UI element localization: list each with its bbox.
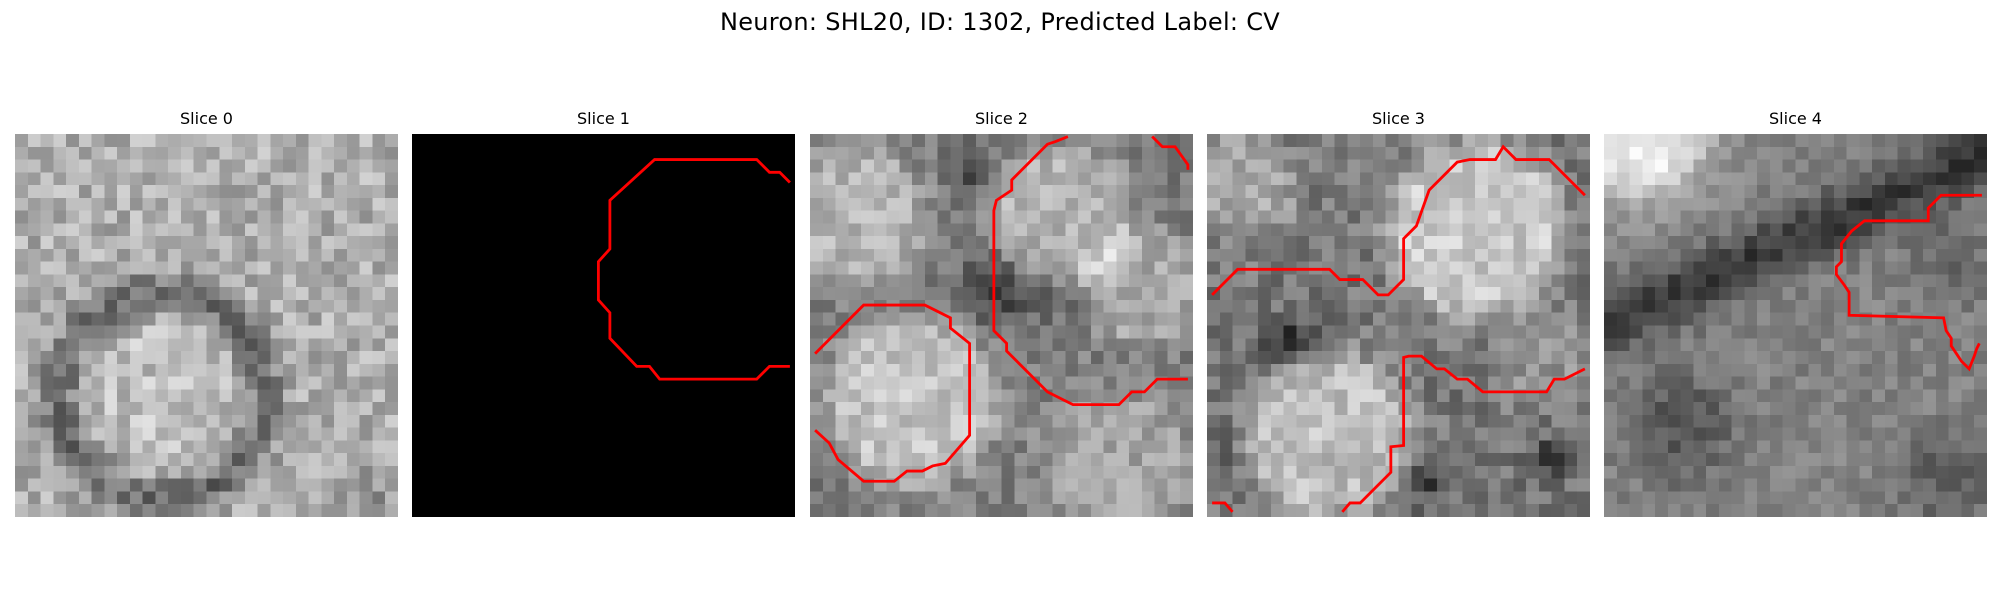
contour-line [992,135,1188,407]
contour-line [1151,135,1190,170]
slice-image-4 [1604,134,1987,517]
slice-title-1: Slice 1 [577,109,630,128]
slice-panel-2: Slice 2 [810,108,1193,517]
slice-image-3 [1207,134,1590,517]
figure-title: Neuron: SHL20, ID: 1302, Predicted Label… [719,8,1281,36]
contour-overlay-3 [1211,144,1586,513]
contour-overlay-4 [1834,193,1982,372]
slice-title-2: Slice 2 [975,109,1028,128]
contour-line [1341,354,1586,513]
slice-title-4: Slice 4 [1769,109,1822,128]
slice-title-0: Slice 0 [180,109,233,128]
contour-line [1834,193,1982,372]
slice-panel-4: Slice 4 [1604,108,1987,517]
contour-line [814,303,971,483]
slice-image-0 [15,134,398,517]
contour-overlay-1 [596,158,791,381]
contour-line [1211,144,1586,297]
contour-line [596,158,791,381]
slice-panel-1: Slice 1 [412,108,795,517]
slice-panel-0: Slice 0 [15,108,398,517]
slice-panel-3: Slice 3 [1207,108,1590,517]
slice-image-1 [412,134,795,517]
slice-title-3: Slice 3 [1372,109,1425,128]
contour-overlay-0 [15,134,398,517]
contour-line [1212,501,1234,513]
contour-overlay-2 [814,135,1190,483]
